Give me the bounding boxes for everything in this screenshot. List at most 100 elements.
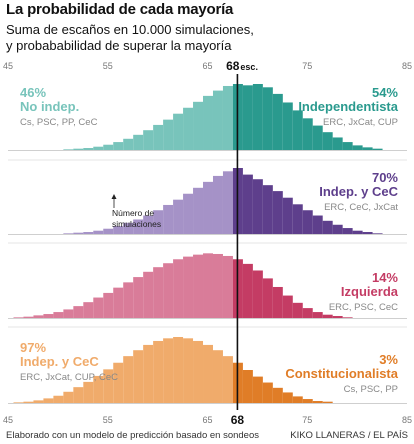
bar-panel3-seat-66 — [212, 253, 223, 318]
bar-panel4-seat-50 — [53, 395, 64, 403]
bar-panel1-seat-65 — [203, 95, 213, 150]
bar-panel2-seat-58 — [133, 219, 144, 234]
bar-panel2-seat-53 — [83, 232, 94, 234]
panel1-left-parties: Cs, PSC, PP, CeC — [20, 117, 98, 128]
bar-panel1-seat-69 — [242, 85, 253, 150]
bar-panel4-seat-72 — [272, 387, 283, 403]
bar-panel3-seat-70 — [252, 270, 263, 318]
panel1-right-parties: ERC, JxCat, CUP — [323, 117, 398, 128]
bar-panel4-seat-71 — [262, 382, 273, 403]
bar-panel3-seat-53 — [83, 302, 94, 318]
bar-panel1-seat-77 — [322, 132, 333, 150]
bar-panel4-seat-61 — [163, 338, 174, 403]
bar-panel1-seat-62 — [173, 113, 184, 150]
bar-panel2-seat-54 — [93, 230, 104, 234]
x-tick-top-75: 75 — [302, 61, 312, 71]
panel1-right-pct: 54% — [372, 85, 398, 100]
bar-panel1-seat-72 — [272, 93, 283, 150]
panel4-right-parties: Cs, PSC, PP — [344, 384, 398, 395]
bar-panel1-seat-70 — [252, 84, 263, 150]
panel2-right-pct: 70% — [372, 170, 398, 185]
bar-panel1-seat-81 — [362, 147, 373, 150]
bar-panel3-seat-75 — [302, 308, 313, 318]
panel3-right-parties: ERC, PSC, CeC — [329, 302, 398, 313]
bar-panel3-seat-47 — [23, 316, 34, 318]
bar-panel4-seat-59 — [143, 344, 154, 403]
bar-panel2-seat-64 — [193, 187, 204, 234]
bar-panel3-seat-51 — [63, 309, 74, 318]
chart-subtitle-line1: Suma de escaños en 10.000 simulaciones, — [6, 22, 254, 37]
bar-panel1-seat-80 — [352, 145, 363, 150]
bar-panel1-seat-64 — [193, 101, 204, 150]
bar-panel4-seat-74 — [292, 396, 303, 403]
bar-panel3-seat-50 — [53, 312, 64, 318]
bar-panel4-seat-75 — [302, 399, 313, 403]
footer-source: Elaborado con un modelo de predicción ba… — [6, 430, 259, 441]
bar-panel2-seat-82 — [372, 233, 383, 234]
bar-panel1-seat-63 — [183, 107, 194, 150]
bar-panel1-seat-82 — [372, 148, 383, 150]
bar-panel4-seat-76 — [312, 401, 323, 403]
bar-panel3-seat-59 — [143, 271, 154, 318]
bar-panel3-seat-73 — [282, 295, 293, 318]
bar-panel3-seat-77 — [322, 314, 333, 318]
bar-panel2-seat-52 — [73, 232, 84, 234]
bar-panel3-seat-46 — [13, 317, 24, 318]
bar-panel2-seat-56 — [113, 226, 124, 234]
x-tick-top-45: 45 — [3, 61, 13, 71]
bar-panel3-seat-69 — [242, 263, 253, 318]
bar-panel1-seat-51 — [63, 149, 74, 150]
bar-panel1-seat-52 — [73, 148, 84, 150]
bar-panel2-seat-67 — [222, 171, 233, 234]
bar-panel2-seat-57 — [123, 222, 134, 234]
bar-panel1-seat-60 — [153, 124, 164, 150]
bar-panel4-seat-53 — [83, 381, 94, 403]
panel1-left-pct: 46% — [20, 85, 46, 100]
bar-panel2-seat-60 — [153, 210, 164, 234]
majority-unit: esc. — [240, 62, 258, 72]
bar-panel1-seat-79 — [342, 142, 353, 150]
x-tick-bottom-85: 85 — [402, 415, 412, 425]
bar-panel3-seat-57 — [123, 282, 134, 318]
bar-panel1-seat-58 — [133, 134, 144, 150]
bar-panel2-seat-72 — [272, 191, 283, 234]
bar-panel4-seat-52 — [73, 387, 84, 403]
bar-panel4-seat-69 — [242, 370, 253, 403]
bar-panel4-seat-55 — [103, 369, 114, 403]
bar-panel2-seat-59 — [143, 215, 154, 234]
annotation-arrow-head — [111, 194, 117, 199]
annotation-line1: Número de — [112, 208, 154, 218]
bar-panel4-seat-58 — [133, 350, 144, 403]
bar-panel1-seat-59 — [143, 130, 154, 150]
bar-panel4-seat-65 — [203, 344, 213, 403]
bar-panel3-seat-48 — [33, 315, 44, 318]
bar-panel1-seat-73 — [282, 102, 293, 150]
bar-panel2-seat-63 — [183, 193, 194, 234]
bar-panel2-seat-51 — [63, 233, 74, 234]
bar-panel3-seat-62 — [173, 259, 184, 318]
bar-panel2-seat-73 — [282, 197, 293, 234]
bar-panel4-seat-47 — [23, 401, 34, 403]
bar-panel3-seat-63 — [183, 256, 194, 318]
bar-panel2-seat-66 — [212, 175, 223, 234]
panel2-right-parties: ERC, CeC, JxCat — [324, 202, 398, 213]
bar-panel2-seat-75 — [302, 210, 313, 234]
bar-panel2-seat-78 — [332, 224, 343, 234]
bar-panel4-seat-51 — [63, 391, 74, 403]
bar-panel4-seat-57 — [123, 356, 134, 403]
panel4-left-label: Indep. y CeC — [20, 354, 99, 369]
bar-panel4-seat-62 — [173, 337, 184, 403]
panel3-right-label: Izquierda — [341, 284, 399, 299]
bar-panel1-seat-75 — [302, 118, 313, 150]
x-tick-bottom-45: 45 — [3, 415, 13, 425]
bar-panel4-seat-66 — [212, 350, 223, 403]
bar-panel1-seat-67 — [222, 85, 233, 150]
bar-panel3-seat-65 — [203, 253, 213, 318]
bar-panel1-seat-57 — [123, 138, 134, 150]
bar-panel2-seat-62 — [173, 199, 184, 234]
bar-panel1-seat-53 — [83, 148, 94, 150]
chart-title: La probabilidad de cada mayoría — [6, 1, 234, 18]
bar-panel1-seat-78 — [332, 137, 343, 150]
bar-panel4-seat-77 — [322, 401, 333, 403]
panel1-left-label: No indep. — [20, 99, 79, 114]
